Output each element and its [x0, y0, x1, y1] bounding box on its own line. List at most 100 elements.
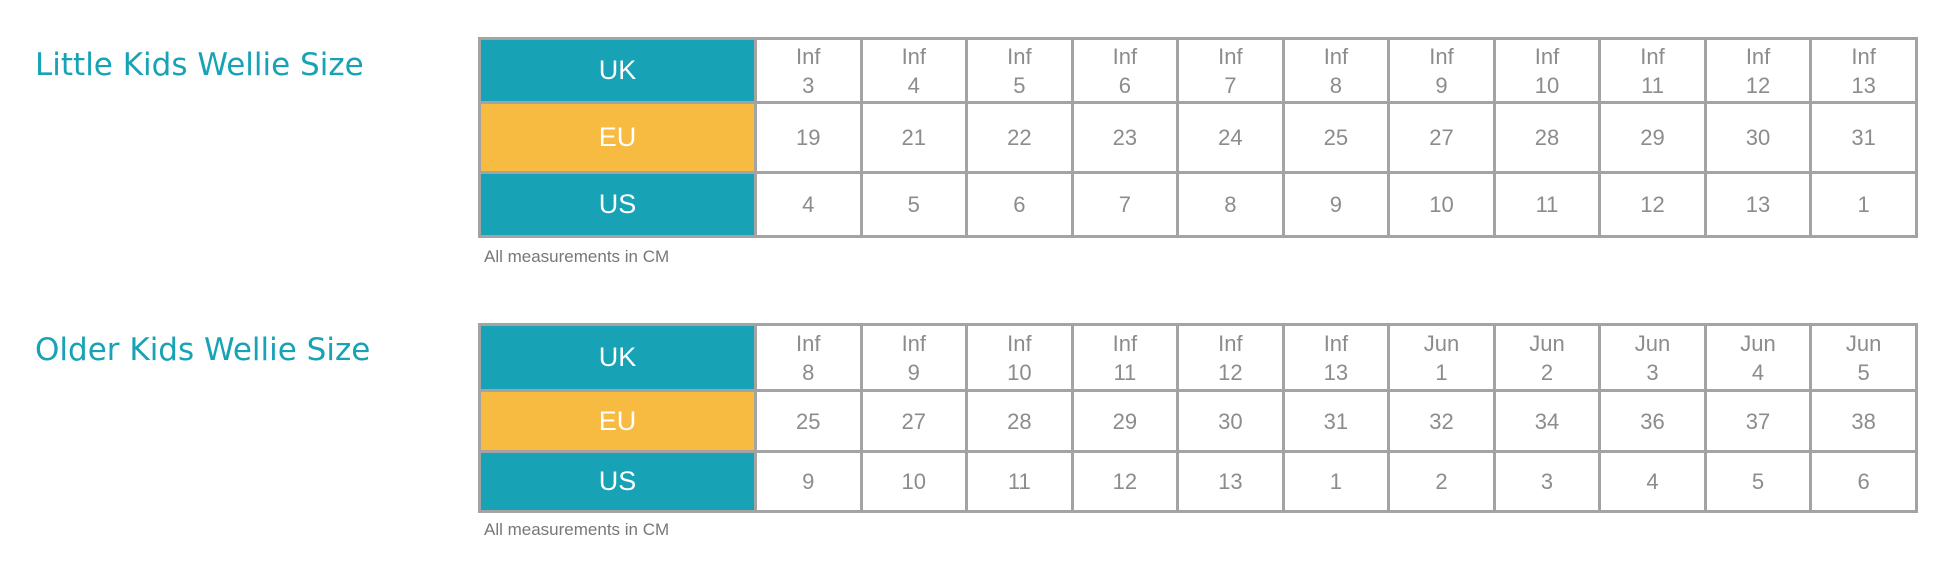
- uk-size-cell: Inf 3: [754, 37, 863, 104]
- us-row: US 9 10 11 12 13 1 2 3 4 5 6: [478, 450, 1918, 513]
- size-number: 4: [907, 72, 920, 98]
- eu-size-cell: 23: [1070, 101, 1180, 174]
- size-number: 7: [1224, 72, 1237, 98]
- us-size-cell: 13: [1176, 450, 1285, 513]
- size-category: Inf: [1218, 330, 1243, 356]
- size-category: Jun: [1423, 330, 1460, 356]
- size-number: 10: [1007, 359, 1032, 385]
- eu-row: EU 19 21 22 23 24 25 27 28 29 30 31: [478, 101, 1918, 174]
- uk-size-cell: Inf 13: [1281, 323, 1391, 392]
- size-number: 3: [802, 72, 815, 98]
- eu-size-cell: 19: [754, 101, 863, 174]
- size-number: 13: [1851, 72, 1876, 98]
- us-size-cell: 10: [859, 450, 969, 513]
- size-category: Jun: [1845, 330, 1882, 356]
- uk-row: UK Inf 8 Inf 9 Inf 10 Inf 11 Inf 12 Inf 13 Jun 1 Jun 2 Ju…: [478, 323, 1918, 392]
- size-category: Inf: [796, 43, 821, 69]
- size-number: 8: [1329, 72, 1343, 98]
- eu-size-cell: 22: [965, 101, 1074, 174]
- size-number: 5: [1857, 359, 1870, 385]
- us-size-cell: 6: [965, 171, 1074, 238]
- size-category: Inf: [796, 330, 821, 356]
- size-number: 9: [907, 359, 920, 385]
- us-size-cell: 2: [1387, 450, 1496, 513]
- size-number: 9: [1435, 72, 1448, 98]
- us-size-cell: 9: [754, 450, 863, 513]
- size-category: Inf: [1745, 43, 1771, 69]
- eu-size-cell: 34: [1492, 389, 1602, 453]
- us-size-cell: 5: [859, 171, 969, 238]
- us-header: US: [478, 450, 757, 513]
- us-size-cell: 7: [1070, 171, 1180, 238]
- uk-size-cell: Inf 11: [1598, 37, 1707, 104]
- eu-size-cell: 30: [1176, 389, 1285, 453]
- us-size-cell: 4: [754, 171, 863, 238]
- us-size-cell: 11: [1492, 171, 1602, 238]
- eu-size-cell: 21: [859, 101, 969, 174]
- size-category: Inf: [1007, 330, 1032, 356]
- size-category: Inf: [901, 330, 927, 356]
- uk-size-cell: Inf 8: [1281, 37, 1391, 104]
- size-category: Inf: [1323, 330, 1349, 356]
- eu-size-cell: 25: [1281, 101, 1391, 174]
- uk-size-cell: Inf 13: [1809, 37, 1918, 104]
- uk-size-cell: Inf 6: [1070, 37, 1180, 104]
- size-table: UK Inf 8 Inf 9 Inf 10 Inf 11 Inf 12 Inf 13 Jun 1 Jun 2 Ju…: [478, 323, 1918, 513]
- us-size-cell: 4: [1598, 450, 1707, 513]
- eu-size-cell: 25: [754, 389, 863, 453]
- uk-size-cell: Inf 10: [965, 323, 1074, 392]
- size-number: 8: [802, 359, 815, 385]
- us-size-cell: 5: [1703, 450, 1813, 513]
- size-number: 2: [1540, 359, 1554, 385]
- us-size-cell: 10: [1387, 171, 1496, 238]
- size-number: 11: [1113, 359, 1137, 385]
- eu-size-cell: 24: [1176, 101, 1285, 174]
- eu-size-cell: 31: [1809, 101, 1918, 174]
- size-category: Jun: [1529, 330, 1565, 356]
- uk-header: UK: [478, 323, 757, 392]
- size-number: 1: [1435, 359, 1448, 385]
- us-size-cell: 12: [1070, 450, 1180, 513]
- uk-size-cell: Inf 12: [1703, 37, 1813, 104]
- eu-size-cell: 36: [1598, 389, 1707, 453]
- eu-size-cell: 29: [1070, 389, 1180, 453]
- size-number: 11: [1641, 72, 1664, 98]
- us-size-cell: 6: [1809, 450, 1918, 513]
- eu-size-cell: 32: [1387, 389, 1496, 453]
- eu-row: EU 25 27 28 29 30 31 32 34 36 37 38: [478, 389, 1918, 453]
- uk-row: UK Inf 3 Inf 4 Inf 5 Inf 6 Inf 7 Inf 8 Inf 9 Inf 10 Inf 11…: [478, 37, 1918, 104]
- size-category: Inf: [1640, 43, 1665, 69]
- size-number: 6: [1118, 72, 1131, 98]
- eu-size-cell: 27: [859, 389, 969, 453]
- size-category: Jun: [1634, 330, 1671, 356]
- uk-size-cell: Jun 5: [1809, 323, 1918, 392]
- uk-size-cell: Inf 8: [754, 323, 863, 392]
- eu-header: EU: [478, 101, 757, 174]
- size-category: Inf: [1323, 43, 1349, 69]
- eu-size-cell: 29: [1598, 101, 1707, 174]
- us-size-cell: 3: [1492, 450, 1602, 513]
- size-category: Inf: [1112, 43, 1138, 69]
- size-number: 4: [1751, 359, 1765, 385]
- us-size-cell: 9: [1281, 171, 1391, 238]
- us-size-cell: 1: [1809, 171, 1918, 238]
- uk-size-cell: Jun 2: [1492, 323, 1602, 392]
- us-size-cell: 12: [1598, 171, 1707, 238]
- measurement-note: All measurements in CM: [484, 247, 670, 266]
- us-size-cell: 8: [1176, 171, 1285, 238]
- uk-size-cell: Jun 3: [1598, 323, 1707, 392]
- us-header: US: [478, 171, 757, 238]
- eu-size-cell: 38: [1809, 389, 1918, 453]
- uk-size-cell: Inf 7: [1176, 37, 1285, 104]
- size-number: 3: [1646, 359, 1659, 385]
- size-category: Jun: [1740, 330, 1776, 356]
- size-category: Inf: [901, 43, 927, 69]
- size-number: 13: [1323, 359, 1349, 385]
- us-row: US 4 5 6 7 8 9 10 11 12 13 1: [478, 171, 1918, 238]
- uk-size-cell: Inf 9: [1387, 37, 1496, 104]
- uk-size-cell: Inf 9: [859, 323, 969, 392]
- uk-size-cell: Inf 4: [859, 37, 969, 104]
- eu-header: EU: [478, 389, 757, 453]
- eu-size-cell: 31: [1281, 389, 1391, 453]
- us-size-cell: 11: [965, 450, 1074, 513]
